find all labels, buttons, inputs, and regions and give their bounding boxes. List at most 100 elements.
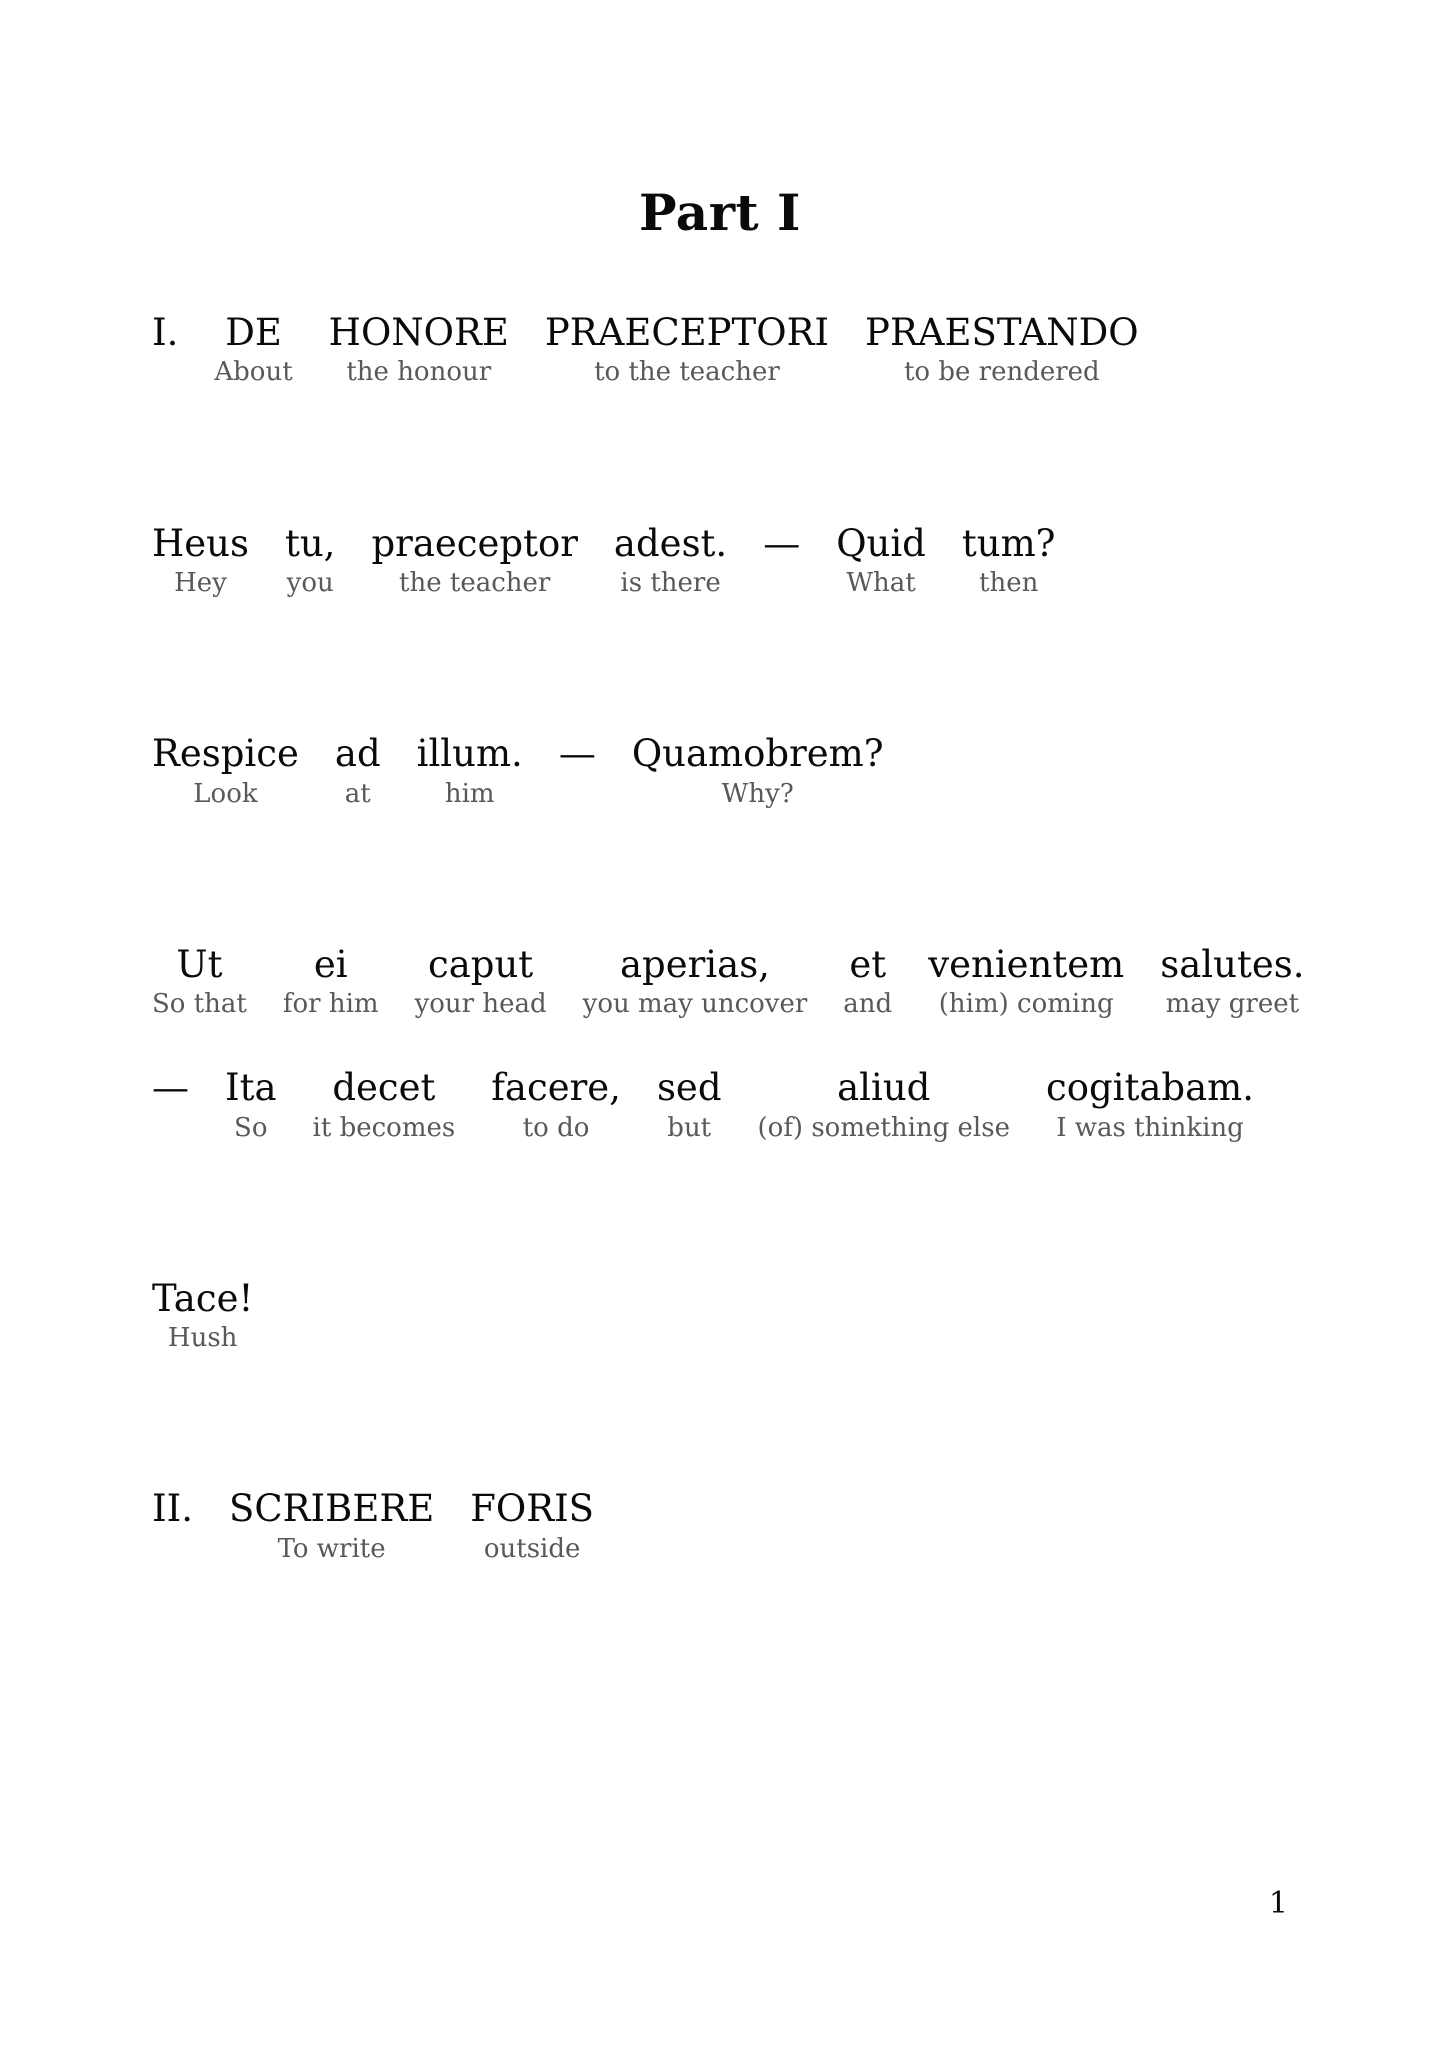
latin-word: Quid	[836, 521, 926, 565]
latin-word: tum?	[961, 521, 1056, 565]
english-gloss: So that	[152, 989, 247, 1020]
latin-word: —	[763, 521, 801, 565]
dialogue-line-3: Ut So that ei for him caput your head aperias,…	[152, 942, 1304, 1021]
english-gloss: is there	[620, 567, 721, 598]
section-2-heading: II. SCRIBERE To write FORIS outside	[152, 1487, 1288, 1565]
latin-word: PRAECEPTORI	[544, 311, 830, 354]
dialogue-line-1: Heus Hey tu, you praeceptor the teacher adest.…	[152, 522, 1288, 600]
word-block: adest. is there	[614, 522, 727, 600]
english-gloss: outside	[483, 1533, 581, 1564]
english-gloss: So	[234, 1112, 268, 1143]
latin-word: praeceptor	[371, 521, 578, 565]
word-block: tu, you	[285, 522, 335, 600]
word-block: salutes. may greet	[1160, 943, 1304, 1021]
word-block: praeceptor the teacher	[371, 522, 577, 600]
english-gloss: then	[979, 567, 1039, 598]
word-block: Quid What	[836, 522, 926, 600]
latin-word: caput	[428, 942, 534, 986]
latin-word: Heus	[152, 521, 249, 565]
word-block: —	[763, 522, 800, 566]
english-gloss: I was thinking	[1056, 1112, 1244, 1143]
latin-word: tu,	[284, 521, 336, 565]
word-block: SCRIBERE To write	[229, 1487, 434, 1565]
latin-word: cogitabam.	[1045, 1066, 1255, 1110]
latin-word: facere,	[491, 1066, 621, 1110]
latin-word: sed	[656, 1066, 722, 1110]
word-block: PRAESTANDO to be rendered	[865, 311, 1139, 389]
latin-word: ei	[313, 942, 348, 986]
latin-word: SCRIBERE	[229, 1487, 435, 1531]
latin-word: Quamobrem?	[631, 732, 884, 776]
latin-word: II.	[152, 1487, 193, 1531]
word-block: illum. him	[417, 732, 523, 810]
english-gloss: What	[846, 567, 916, 598]
latin-word: Ita	[225, 1066, 277, 1110]
dialogue-line-4: — Ita So decet it becomes facere, to do sed but a…	[152, 1066, 1288, 1144]
english-gloss: Hey	[174, 567, 227, 598]
latin-word: Respice	[152, 732, 299, 776]
word-block: —	[559, 732, 596, 776]
word-block: Ita So	[225, 1066, 277, 1144]
latin-word: —	[558, 732, 596, 776]
word-block: ei for him	[283, 943, 379, 1021]
word-block: —	[152, 1066, 189, 1110]
latin-word: aliud	[837, 1066, 931, 1110]
latin-word: ad	[334, 732, 381, 776]
latin-word: et	[849, 942, 887, 986]
english-gloss: (him) coming	[938, 989, 1114, 1020]
word-block: caput your head	[415, 943, 547, 1021]
latin-word: Tace!	[152, 1276, 254, 1320]
latin-word: PRAESTANDO	[865, 311, 1139, 354]
latin-word: —	[152, 1066, 189, 1110]
interlinear-lines: I. DE About HONORE the honour PRAECEPTORI to t…	[152, 311, 1304, 1565]
word-block: ad at	[335, 732, 381, 810]
english-gloss: To write	[277, 1533, 386, 1564]
word-block: HONORE the honour	[329, 311, 509, 389]
word-block: cogitabam. I was thinking	[1046, 1066, 1254, 1144]
dialogue-line-5: Tace! Hush	[152, 1277, 1288, 1355]
english-gloss: you	[286, 567, 334, 598]
page-number: 1	[1268, 1886, 1288, 1921]
latin-word: illum.	[416, 732, 523, 776]
word-block: aperias, you may uncover	[583, 943, 808, 1021]
word-block: facere, to do	[491, 1066, 621, 1144]
latin-word: salutes.	[1160, 942, 1305, 986]
word-block: sed but	[657, 1066, 722, 1144]
english-gloss: (of) something else	[757, 1112, 1010, 1143]
english-gloss: may greet	[1165, 989, 1300, 1020]
english-gloss: to be rendered	[903, 357, 1100, 388]
english-gloss: Look	[193, 778, 258, 809]
section-1-heading: I. DE About HONORE the honour PRAECEPTORI to t…	[152, 311, 1288, 389]
latin-word: DE	[225, 311, 282, 354]
word-block: tum? then	[962, 522, 1056, 600]
latin-word: venientem	[928, 942, 1125, 986]
english-gloss: About	[214, 357, 293, 388]
english-gloss: Why?	[721, 778, 794, 809]
latin-word: FORIS	[470, 1487, 595, 1531]
latin-word: HONORE	[328, 311, 509, 354]
word-block: DE About	[214, 311, 292, 389]
latin-word: adest.	[613, 521, 728, 565]
word-block: FORIS outside	[470, 1487, 594, 1565]
english-gloss: you may uncover	[582, 989, 808, 1020]
latin-word: decet	[332, 1066, 436, 1110]
english-gloss: it becomes	[312, 1112, 456, 1143]
word-block: PRAECEPTORI to the teacher	[545, 311, 829, 389]
english-gloss: but	[667, 1112, 712, 1143]
english-gloss: him	[444, 778, 495, 809]
latin-word: I.	[152, 311, 179, 354]
latin-word: aperias,	[619, 942, 770, 986]
word-block: Respice Look	[152, 732, 299, 810]
word-block: II.	[152, 1487, 193, 1531]
latin-word: Ut	[176, 942, 223, 986]
english-gloss: and	[843, 989, 893, 1020]
word-block: venientem (him) coming	[928, 943, 1124, 1021]
english-gloss: your head	[414, 989, 547, 1020]
english-gloss: at	[344, 778, 371, 809]
word-block: I.	[152, 311, 178, 355]
english-gloss: the honour	[346, 357, 492, 388]
word-block: decet it becomes	[313, 1066, 456, 1144]
word-block: Quamobrem? Why?	[632, 732, 884, 810]
english-gloss: to the teacher	[594, 357, 780, 388]
